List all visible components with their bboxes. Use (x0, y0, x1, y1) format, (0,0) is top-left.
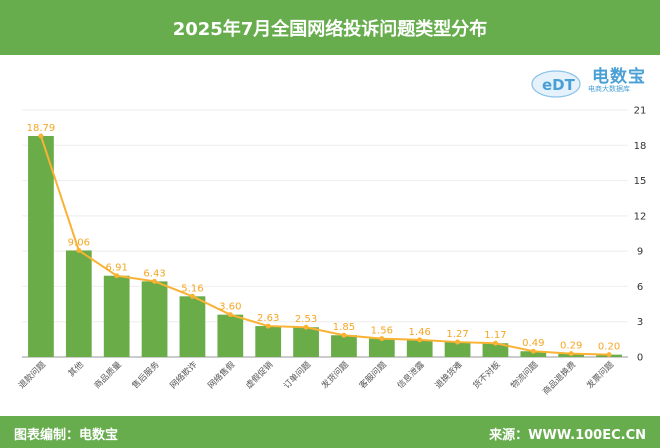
logo-tagline: 电商大数据库 (588, 85, 630, 93)
line-point (568, 351, 574, 357)
category-label: 商品退换费 (540, 359, 578, 397)
line-point (492, 340, 498, 346)
data-label: 2.63 (257, 313, 279, 324)
data-label: 0.20 (598, 342, 620, 353)
bar (103, 275, 130, 357)
y-tick-label: 6 (637, 282, 643, 293)
y-tick-label: 0 (637, 353, 643, 364)
data-label: 6.91 (106, 263, 128, 274)
logo-name: 电数宝 (592, 67, 646, 87)
data-label: 0.49 (522, 338, 544, 349)
bar (179, 296, 206, 357)
bar (331, 335, 357, 357)
line-point (341, 332, 347, 338)
trend-line (39, 135, 610, 356)
bar (65, 250, 92, 357)
bar (368, 338, 395, 357)
data-label: 1.27 (446, 329, 468, 340)
category-label: 物流问题 (509, 359, 541, 391)
category-label: 信息泄露 (395, 359, 427, 391)
category-label: 货不对板 (471, 359, 503, 391)
data-label: 1.46 (409, 327, 431, 338)
footer: 图表编制：电数宝 来源：WWW.100EC.CN (0, 416, 660, 448)
bar-chart: 0 3 6 9 12 15 18 21 18.79 退款问题 9.06 其他 6.91 商品质量 6.43 售… (16, 106, 647, 398)
y-tick-label: 12 (634, 211, 647, 222)
category-label: 商品质量 (92, 359, 124, 391)
category-label: 发票问题 (584, 359, 616, 391)
category-label: 退换货难 (433, 359, 465, 391)
line-point (76, 247, 82, 253)
category-label: 虚假促销 (243, 359, 275, 391)
data-label: 0.29 (560, 341, 582, 352)
y-tick-label: 18 (634, 141, 647, 152)
data-label: 3.60 (219, 302, 241, 313)
line-point (114, 273, 120, 279)
footer-source: 来源：WWW.100EC.CN (489, 428, 646, 443)
bar (141, 281, 168, 357)
line-layer (38, 133, 612, 358)
line-point (606, 352, 612, 358)
line-point (417, 337, 423, 343)
data-label: 1.85 (333, 322, 355, 333)
bar (444, 342, 471, 357)
logo-cloud-icon: eDT (531, 70, 581, 98)
category-label: 客服问题 (357, 359, 389, 391)
bar (482, 343, 509, 357)
category-label: 售后服务 (130, 359, 162, 391)
bar (255, 326, 282, 357)
data-label: 9.06 (68, 237, 90, 248)
category-label: 其他 (66, 359, 86, 379)
data-label: 1.56 (371, 326, 393, 337)
line-point (303, 324, 309, 330)
category-label: 网络售假 (206, 359, 238, 391)
y-tick-label: 15 (634, 176, 647, 187)
line-point (38, 133, 44, 139)
category-label: 发货问题 (319, 359, 351, 391)
logo-mark: eDT (542, 76, 576, 94)
line-point (530, 348, 536, 354)
category-label: 网络欺诈 (168, 359, 200, 391)
line-point (455, 339, 461, 345)
chart-title: 2025年7月全国网络投诉问题类型分布 (0, 0, 660, 55)
y-tick-label: 3 (637, 317, 643, 328)
data-label: 18.79 (27, 123, 56, 134)
data-label: 1.17 (484, 330, 506, 341)
line-point (152, 278, 158, 284)
data-label: 2.53 (295, 314, 317, 325)
line-point (265, 323, 271, 329)
bar-layer (28, 135, 622, 357)
line-point (189, 293, 195, 299)
bar (217, 314, 244, 357)
category-label: 退款问题 (16, 359, 48, 391)
bar (293, 327, 319, 357)
data-label: 6.43 (143, 268, 165, 279)
y-tick-label: 21 (634, 106, 647, 117)
bar (406, 339, 433, 357)
bar (28, 135, 54, 357)
logo: eDT (528, 60, 653, 100)
category-label: 订单问题 (281, 359, 313, 391)
line-point (379, 336, 385, 342)
footer-credit: 图表编制：电数宝 (14, 428, 119, 443)
bar (520, 351, 547, 357)
y-tick-label: 9 (637, 247, 643, 258)
data-label: 5.16 (181, 283, 203, 294)
line-point (227, 312, 233, 318)
